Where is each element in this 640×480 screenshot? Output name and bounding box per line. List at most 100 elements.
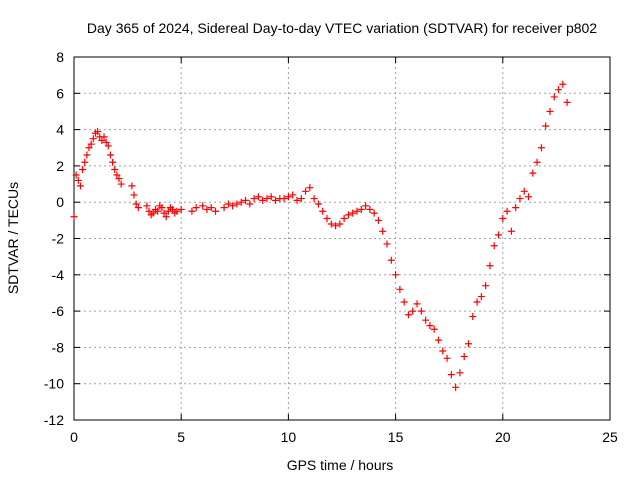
x-tick-label: 0	[70, 429, 78, 445]
y-tick-label: -12	[44, 412, 64, 428]
y-tick-label: -2	[52, 231, 65, 247]
data-point	[327, 220, 335, 228]
data-point	[203, 205, 211, 213]
data-point	[486, 262, 494, 270]
data-point	[117, 180, 125, 188]
data-point	[85, 144, 93, 152]
data-point	[417, 307, 425, 315]
data-point	[460, 352, 468, 360]
data-point	[289, 191, 297, 199]
data-point	[336, 220, 344, 228]
data-point	[512, 204, 520, 212]
data-point	[387, 256, 395, 264]
y-tick-label: -8	[52, 339, 65, 355]
data-point	[507, 227, 515, 235]
y-tick-label: 6	[56, 85, 64, 101]
x-tick-label: 10	[281, 429, 297, 445]
data-point	[383, 240, 391, 248]
x-tick-label: 5	[177, 429, 185, 445]
y-axis-label: SDTVAR / TECUs	[5, 182, 21, 294]
data-point	[529, 169, 537, 177]
data-point	[310, 195, 318, 203]
data-point	[323, 215, 331, 223]
data-point	[293, 196, 301, 204]
data-point	[297, 195, 305, 203]
data-point	[495, 231, 503, 239]
grid-layer	[74, 57, 610, 420]
data-point	[362, 202, 370, 210]
data-point	[314, 200, 322, 208]
y-tick-label: 4	[56, 122, 64, 138]
x-tick-label: 20	[495, 429, 511, 445]
data-point	[559, 80, 567, 88]
data-point	[469, 313, 477, 321]
data-point	[106, 151, 114, 159]
data-point	[464, 340, 472, 348]
data-point	[74, 176, 82, 184]
data-point	[392, 271, 400, 279]
data-point	[79, 166, 87, 174]
data-point	[246, 200, 254, 208]
data-point	[430, 325, 438, 333]
data-point	[263, 195, 271, 203]
data-point	[284, 193, 292, 201]
data-point	[212, 207, 220, 215]
data-point	[332, 222, 340, 230]
data-point	[128, 182, 136, 190]
data-point	[259, 196, 267, 204]
data-point	[158, 204, 166, 212]
data-point	[229, 202, 237, 210]
data-point	[439, 347, 447, 355]
data-point	[349, 209, 357, 217]
data-point	[447, 371, 455, 379]
data-point	[370, 209, 378, 217]
data-point	[525, 193, 533, 201]
ticks-layer: 0 5 10 15 20 25 -12 -10 -8 -6 -4 -2 0 2 4 6 8	[44, 49, 618, 445]
data-point	[456, 369, 464, 377]
data-point	[237, 198, 245, 206]
data-point	[164, 207, 172, 215]
data-point	[83, 151, 91, 159]
data-point	[220, 204, 228, 212]
data-point	[98, 136, 106, 144]
data-point	[555, 86, 563, 94]
data-point	[145, 207, 153, 215]
data-point	[76, 182, 84, 190]
chart-title: Day 365 of 2024, Sidereal Day-to-day VTE…	[87, 20, 597, 36]
data-point	[154, 207, 162, 215]
y-tick-label: -4	[52, 267, 65, 283]
data-point	[250, 195, 258, 203]
data-point	[233, 200, 241, 208]
data-layer	[70, 80, 571, 391]
data-point	[207, 204, 215, 212]
data-point	[113, 171, 121, 179]
data-point	[130, 191, 138, 199]
data-point	[192, 204, 200, 212]
data-point	[434, 336, 442, 344]
data-point	[177, 205, 185, 213]
data-point	[81, 158, 89, 166]
data-point	[89, 135, 97, 143]
data-point	[542, 122, 550, 130]
data-point	[100, 133, 108, 141]
data-point	[109, 158, 117, 166]
data-point	[537, 144, 545, 152]
data-point	[254, 193, 262, 201]
data-point	[490, 242, 498, 250]
data-point	[169, 205, 177, 213]
data-point	[267, 193, 275, 201]
data-point	[72, 171, 80, 179]
data-point	[199, 202, 207, 210]
data-point	[357, 205, 365, 213]
data-point	[143, 202, 151, 210]
data-point	[111, 166, 119, 174]
data-point	[563, 98, 571, 106]
data-point	[94, 127, 102, 135]
data-point	[426, 322, 434, 330]
data-point	[104, 142, 112, 150]
data-point	[516, 195, 524, 203]
data-point	[102, 138, 110, 146]
data-point	[366, 205, 374, 213]
data-point	[280, 195, 288, 203]
y-tick-label: -10	[44, 376, 64, 392]
